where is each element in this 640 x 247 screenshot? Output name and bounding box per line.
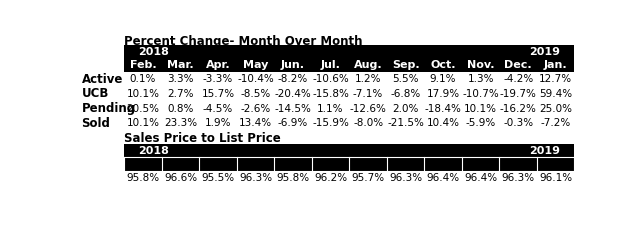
- FancyBboxPatch shape: [124, 59, 575, 72]
- Text: -4.5%: -4.5%: [203, 103, 233, 114]
- Text: -8.5%: -8.5%: [241, 89, 271, 99]
- Text: 2019: 2019: [529, 145, 561, 156]
- Text: -20.4%: -20.4%: [275, 89, 312, 99]
- Text: 96.3%: 96.3%: [502, 173, 535, 183]
- Text: 10.1%: 10.1%: [127, 89, 159, 99]
- Text: -19.7%: -19.7%: [500, 89, 536, 99]
- Text: Sep.: Sep.: [392, 61, 419, 70]
- Text: Jan.: Jan.: [544, 159, 568, 169]
- Text: 12.7%: 12.7%: [539, 74, 572, 84]
- Text: 17.9%: 17.9%: [426, 89, 460, 99]
- Text: Feb.: Feb.: [130, 159, 156, 169]
- Text: 10.1%: 10.1%: [464, 103, 497, 114]
- Text: 96.4%: 96.4%: [426, 173, 460, 183]
- Text: Feb.: Feb.: [130, 61, 156, 70]
- Text: 20.5%: 20.5%: [127, 103, 159, 114]
- Text: Percent Change- Month Over Month: Percent Change- Month Over Month: [124, 35, 363, 48]
- Text: -6.8%: -6.8%: [390, 89, 420, 99]
- Text: -5.9%: -5.9%: [465, 118, 496, 128]
- Text: 0.1%: 0.1%: [130, 74, 156, 84]
- Text: -15.9%: -15.9%: [312, 118, 349, 128]
- Text: -21.5%: -21.5%: [387, 118, 424, 128]
- Text: Aug.: Aug.: [354, 159, 382, 169]
- Text: -6.9%: -6.9%: [278, 118, 308, 128]
- Text: -3.3%: -3.3%: [203, 74, 233, 84]
- Text: 95.7%: 95.7%: [351, 173, 385, 183]
- Text: Mar.: Mar.: [167, 61, 194, 70]
- Text: Apr.: Apr.: [205, 61, 230, 70]
- Text: 95.5%: 95.5%: [202, 173, 234, 183]
- Text: 96.3%: 96.3%: [239, 173, 272, 183]
- Text: 25.0%: 25.0%: [539, 103, 572, 114]
- Text: 13.4%: 13.4%: [239, 118, 272, 128]
- Text: 96.2%: 96.2%: [314, 173, 347, 183]
- Text: Pending: Pending: [81, 102, 136, 115]
- Text: Sep.: Sep.: [392, 159, 419, 169]
- Text: 23.3%: 23.3%: [164, 118, 197, 128]
- Text: 1.2%: 1.2%: [355, 74, 381, 84]
- Text: -7.2%: -7.2%: [541, 118, 571, 128]
- Text: -14.5%: -14.5%: [275, 103, 312, 114]
- Text: 95.8%: 95.8%: [126, 173, 159, 183]
- Text: Dec.: Dec.: [504, 159, 532, 169]
- Text: 1.1%: 1.1%: [317, 103, 344, 114]
- Text: Sold: Sold: [81, 117, 111, 130]
- Text: Jun.: Jun.: [281, 61, 305, 70]
- Text: May: May: [243, 159, 268, 169]
- Text: Jul.: Jul.: [321, 159, 340, 169]
- Text: 10.4%: 10.4%: [427, 118, 460, 128]
- Text: 15.7%: 15.7%: [202, 89, 234, 99]
- Text: Jan.: Jan.: [544, 61, 568, 70]
- FancyBboxPatch shape: [124, 144, 575, 157]
- Text: 96.4%: 96.4%: [464, 173, 497, 183]
- Text: Apr.: Apr.: [205, 159, 230, 169]
- Text: -8.2%: -8.2%: [278, 74, 308, 84]
- Text: 95.8%: 95.8%: [276, 173, 310, 183]
- Text: UCB: UCB: [81, 87, 109, 101]
- Text: 59.4%: 59.4%: [539, 89, 572, 99]
- Text: Nov.: Nov.: [467, 61, 494, 70]
- Text: -15.8%: -15.8%: [312, 89, 349, 99]
- Text: -18.4%: -18.4%: [425, 103, 461, 114]
- Text: Active: Active: [81, 73, 123, 86]
- Text: 3.3%: 3.3%: [167, 74, 194, 84]
- Text: -10.7%: -10.7%: [462, 89, 499, 99]
- Text: Oct.: Oct.: [430, 61, 456, 70]
- Text: 10.1%: 10.1%: [127, 118, 159, 128]
- Text: 96.3%: 96.3%: [389, 173, 422, 183]
- FancyBboxPatch shape: [124, 45, 575, 59]
- Text: 0.8%: 0.8%: [167, 103, 194, 114]
- Text: -10.6%: -10.6%: [312, 74, 349, 84]
- Text: Aug.: Aug.: [354, 61, 382, 70]
- Text: Dec.: Dec.: [504, 61, 532, 70]
- Text: -8.0%: -8.0%: [353, 118, 383, 128]
- Text: Jun.: Jun.: [281, 159, 305, 169]
- Text: -10.4%: -10.4%: [237, 74, 274, 84]
- Text: Nov.: Nov.: [467, 159, 494, 169]
- Text: 2.0%: 2.0%: [392, 103, 419, 114]
- Text: Oct.: Oct.: [430, 159, 456, 169]
- Text: Jul.: Jul.: [321, 61, 340, 70]
- Text: May: May: [243, 61, 268, 70]
- Text: 1.3%: 1.3%: [467, 74, 494, 84]
- Text: 9.1%: 9.1%: [430, 74, 456, 84]
- Text: Mar.: Mar.: [167, 159, 194, 169]
- Text: -12.6%: -12.6%: [349, 103, 387, 114]
- Text: -0.3%: -0.3%: [503, 118, 533, 128]
- Text: -7.1%: -7.1%: [353, 89, 383, 99]
- Text: 1.9%: 1.9%: [205, 118, 231, 128]
- Text: -16.2%: -16.2%: [500, 103, 536, 114]
- Text: 2.7%: 2.7%: [167, 89, 194, 99]
- Text: 2018: 2018: [138, 145, 169, 156]
- Text: -2.6%: -2.6%: [241, 103, 271, 114]
- FancyBboxPatch shape: [124, 157, 575, 170]
- Text: 2019: 2019: [529, 47, 561, 57]
- Text: 96.6%: 96.6%: [164, 173, 197, 183]
- Text: -4.2%: -4.2%: [503, 74, 533, 84]
- Text: 96.1%: 96.1%: [539, 173, 572, 183]
- Text: 5.5%: 5.5%: [392, 74, 419, 84]
- Text: Sales Price to List Price: Sales Price to List Price: [124, 132, 281, 145]
- Text: 2018: 2018: [138, 47, 169, 57]
